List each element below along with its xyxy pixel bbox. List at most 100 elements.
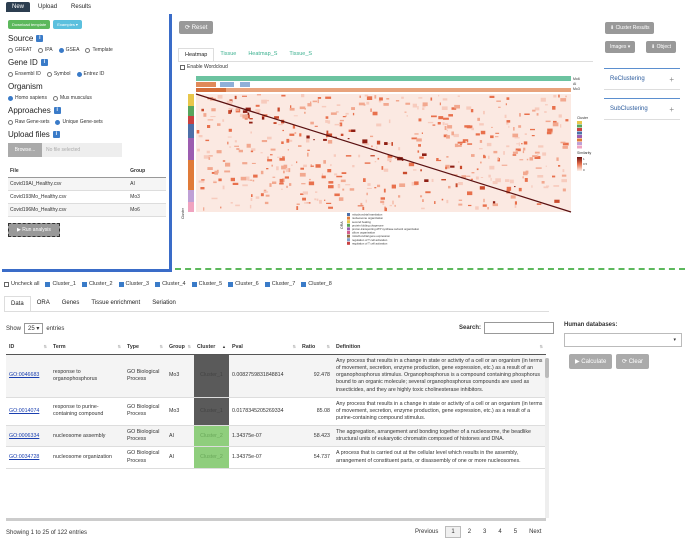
pager-page-4[interactable]: 4	[498, 529, 502, 535]
radio-approach-unique[interactable]: Unique Gene-sets	[55, 119, 103, 125]
pager-page-3[interactable]: 3	[483, 529, 487, 535]
table-row[interactable]: Covid19AI_Healthy.csv AI	[8, 177, 166, 191]
cluster-4-checkbox[interactable]: Cluster_4	[155, 281, 186, 287]
wordcloud-checkbox[interactable]	[180, 64, 185, 70]
cluster-1-checkbox[interactable]: Cluster_1	[45, 281, 76, 287]
checkbox[interactable]	[118, 281, 124, 287]
examples-dropdown[interactable]: Examples ▾	[53, 20, 82, 29]
radio-dot[interactable]	[76, 71, 82, 77]
cluster-8-checkbox[interactable]: Cluster_8	[301, 281, 332, 287]
calculate-button[interactable]: ▶ Calculate	[569, 354, 613, 369]
radio-source-great[interactable]: GREAT	[8, 47, 32, 53]
table-vertical-scrollbar[interactable]	[545, 358, 549, 518]
pager-next[interactable]: Next	[529, 529, 542, 535]
definition-column-header[interactable]: Definition ⇅	[333, 340, 546, 355]
info-icon[interactable]: i	[53, 107, 61, 114]
checkbox[interactable]	[45, 281, 51, 287]
tab-ora[interactable]: ORA	[36, 300, 50, 306]
radio-dot[interactable]	[8, 95, 13, 101]
table-row[interactable]: Covid196Mo_Healthy.csv Mo6	[8, 203, 166, 217]
sort-icon[interactable]: ⇅	[292, 344, 296, 349]
object-download-button[interactable]: ⬇ Object	[646, 41, 677, 53]
cluster-3-checkbox[interactable]: Cluster_3	[118, 281, 149, 287]
sort-asc-icon[interactable]: ▲	[222, 344, 226, 349]
tab-heatmap-s[interactable]: Heatmap_S	[248, 51, 278, 57]
pager-page-5[interactable]: 5	[513, 529, 518, 535]
nav-upload[interactable]: Upload	[38, 4, 58, 10]
radio-dot[interactable]	[58, 47, 64, 53]
table-row[interactable]: GO:0014074 response to purine-containing…	[6, 397, 546, 427]
tab-tissue-enrichment[interactable]: Tissue enrichment	[91, 300, 141, 306]
search-input[interactable]	[484, 322, 555, 334]
cluster-6-checkbox[interactable]: Cluster_6	[228, 281, 259, 287]
radio-geneid-symbol[interactable]: Symbol	[46, 71, 71, 77]
cluster-column-header[interactable]: Cluster ▲	[194, 340, 229, 355]
radio-dot[interactable]	[55, 119, 61, 125]
tab-heatmap[interactable]: Heatmap	[178, 48, 215, 61]
reclustering-panel[interactable]: ReClustering +	[604, 68, 680, 90]
radio-organism-human[interactable]: Homo sapiens	[8, 95, 47, 101]
info-icon[interactable]: i	[52, 131, 60, 138]
file-column-header[interactable]: File	[8, 165, 129, 178]
checkbox[interactable]	[81, 281, 87, 287]
human-databases-select[interactable]: ▾	[564, 333, 682, 347]
radio-geneid-entrez[interactable]: Entrez ID	[76, 71, 104, 77]
group-column-header[interactable]: Group ⇅	[166, 340, 194, 355]
ratio-column-header[interactable]: Ratio ⇅	[299, 340, 333, 355]
sort-icon[interactable]: ⇅	[43, 344, 47, 349]
radio-dot[interactable]	[85, 47, 91, 53]
go-id-link[interactable]: GO:0014074	[9, 407, 40, 414]
table-row[interactable]: GO:0006334 nucleosome assembly GO Biolog…	[6, 425, 546, 448]
table-row[interactable]: GO:0046683 response to organophosphorus …	[6, 354, 546, 398]
type-column-header[interactable]: Type ⇅	[124, 340, 166, 355]
term-column-header[interactable]: Term ⇅	[50, 340, 124, 355]
cluster-results-button[interactable]: ⬇ Cluster Results	[605, 22, 655, 34]
sort-icon[interactable]: ⇅	[159, 344, 163, 349]
table-row[interactable]: Covid193Mo_Healthy.csv Mo3	[8, 190, 166, 204]
checkbox[interactable]	[301, 281, 307, 287]
page-length-select[interactable]: 25 ▾	[24, 323, 44, 334]
tab-tissue[interactable]: Tissue	[220, 51, 237, 57]
group-column-header[interactable]: Group	[128, 165, 166, 178]
pager-page-1[interactable]: 1	[445, 526, 461, 538]
radio-source-template[interactable]: Template	[85, 47, 113, 53]
tab-genes[interactable]: Genes	[61, 300, 80, 306]
tab-tissue-s[interactable]: Tissue_S	[289, 51, 313, 57]
nav-new[interactable]: New	[6, 2, 31, 12]
nav-results[interactable]: Results	[71, 4, 92, 10]
radio-source-ipa[interactable]: IPA	[37, 47, 53, 53]
radio-dot[interactable]	[8, 119, 13, 125]
reset-button[interactable]: ⟳ Reset	[179, 21, 214, 34]
images-dropdown[interactable]: Images ▾	[605, 41, 636, 53]
scroll-thumb[interactable]	[545, 358, 549, 378]
plus-icon[interactable]: +	[669, 104, 674, 114]
radio-dot[interactable]	[8, 71, 13, 77]
tab-seriation[interactable]: Seriation	[152, 300, 176, 306]
sort-icon[interactable]: ⇅	[117, 344, 121, 349]
run-analysis-button[interactable]: ▶ Run analysis	[7, 222, 61, 238]
checkbox[interactable]	[228, 281, 234, 287]
radio-source-gsea[interactable]: GSEA	[58, 47, 79, 53]
sort-icon[interactable]: ⇅	[326, 344, 330, 349]
info-icon[interactable]: i	[36, 35, 44, 42]
go-id-link[interactable]: GO:0034728	[9, 453, 40, 460]
radio-dot[interactable]	[52, 95, 58, 101]
plus-icon[interactable]: +	[669, 74, 674, 84]
cluster-7-checkbox[interactable]: Cluster_7	[264, 281, 295, 287]
checkbox[interactable]	[191, 281, 197, 287]
clear-button[interactable]: ⟳ Clear	[616, 354, 650, 369]
checkbox[interactable]	[155, 281, 161, 287]
uncheck-all-toggle[interactable]: Uncheck all	[4, 281, 39, 287]
browse-button[interactable]: Browse...	[8, 143, 42, 157]
radio-geneid-ensembl[interactable]: Ensembl ID	[8, 71, 41, 77]
radio-dot[interactable]	[8, 47, 13, 53]
radio-organism-mouse[interactable]: Mus musculus	[52, 95, 92, 101]
subclustering-panel[interactable]: SubClustering +	[604, 98, 680, 120]
table-row[interactable]: GO:0034728 nucleosome organization GO Bi…	[6, 446, 546, 469]
tab-data[interactable]: Data	[4, 296, 31, 311]
sort-icon[interactable]: ⇅	[539, 344, 543, 349]
radio-approach-raw[interactable]: Raw Gene-sets	[8, 119, 49, 125]
info-icon[interactable]: i	[40, 59, 48, 66]
cluster-2-checkbox[interactable]: Cluster_2	[81, 281, 113, 287]
pval-column-header[interactable]: Pval ⇅	[229, 340, 299, 355]
